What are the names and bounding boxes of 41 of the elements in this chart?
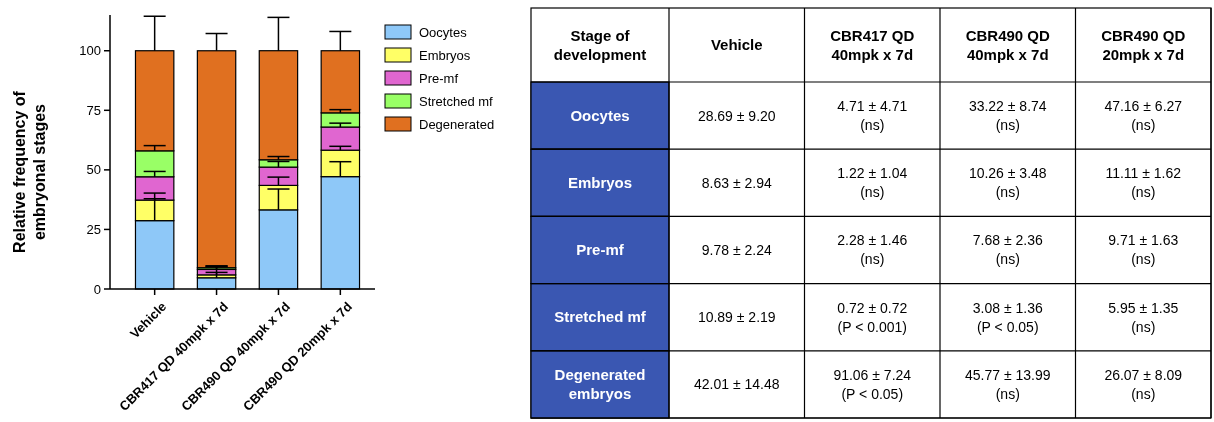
text: 42.01 ± 14.48 <box>693 376 780 393</box>
text: 9.78 ± 2.24 <box>701 241 772 258</box>
text: 91.06 ± 7.24 (P < 0.05) <box>833 366 912 402</box>
text: 0.72 ± 0.72 (P < 0.001) <box>837 299 908 335</box>
y-tick-label: 25 <box>86 221 101 237</box>
y-tick-label: 0 <box>93 281 101 297</box>
y-tick-label: 75 <box>86 102 101 118</box>
text: 8.63 ± 2.94 <box>701 174 772 191</box>
text: 28.69 ± 9.20 <box>697 107 776 124</box>
text: 4.71 ± 4.71 (ns) <box>837 98 908 133</box>
text: 45.77 ± 13.99 (ns) <box>964 366 1051 402</box>
text: 10.26 ± 3.48 (ns) <box>968 165 1047 201</box>
text: 11.11 ± 1.62 (ns) <box>1105 165 1182 201</box>
category-label: CBR417 QD 40mpk x 7d <box>830 26 915 63</box>
legend-label: Embryos <box>419 47 471 63</box>
text: 26.07 ± 8.09 (ns) <box>1104 366 1183 402</box>
legend-label: Oocytes <box>419 24 468 40</box>
text: 47.16 ± 6.27 (ns) <box>1104 98 1183 133</box>
text: 9.71 ± 1.63 (ns) <box>1108 232 1179 268</box>
legend-label: Degenerated <box>419 116 495 132</box>
text: 2.28 ± 1.46 (ns) <box>837 232 908 268</box>
y-tick-label: 100 <box>79 43 101 59</box>
text: 10.89 ± 2.19 <box>697 309 776 326</box>
category-label: Degenerated embryos <box>554 366 646 403</box>
category-label: Embryos <box>567 174 633 192</box>
category-label: Pre-mf <box>576 241 624 259</box>
category-label: CBR490 QD 40mpk x 7d <box>965 26 1051 63</box>
category-label: CBR490 QD 20mpk x 7d <box>1101 26 1186 63</box>
y-axis-title: Relative frequency of embryonal stages <box>11 90 48 253</box>
text: 3.08 ± 1.36 (P < 0.05) <box>972 299 1043 335</box>
text: Stage of development <box>553 26 647 63</box>
category-label: Oocytes <box>570 106 630 124</box>
text: 5.95 ± 1.35 (ns) <box>1108 299 1179 335</box>
legend-label: Stretched mf <box>419 93 494 109</box>
y-tick-label: 50 <box>86 162 101 178</box>
text: 1.22 ± 1.04 (ns) <box>837 165 908 201</box>
legend-label: Pre-mf <box>419 70 459 86</box>
category-label: Stretched mf <box>554 308 646 326</box>
text: 7.68 ± 2.36 (ns) <box>972 232 1043 268</box>
text: 33.22 ± 8.74 (ns) <box>968 98 1047 133</box>
category-label: Vehicle <box>710 36 763 54</box>
